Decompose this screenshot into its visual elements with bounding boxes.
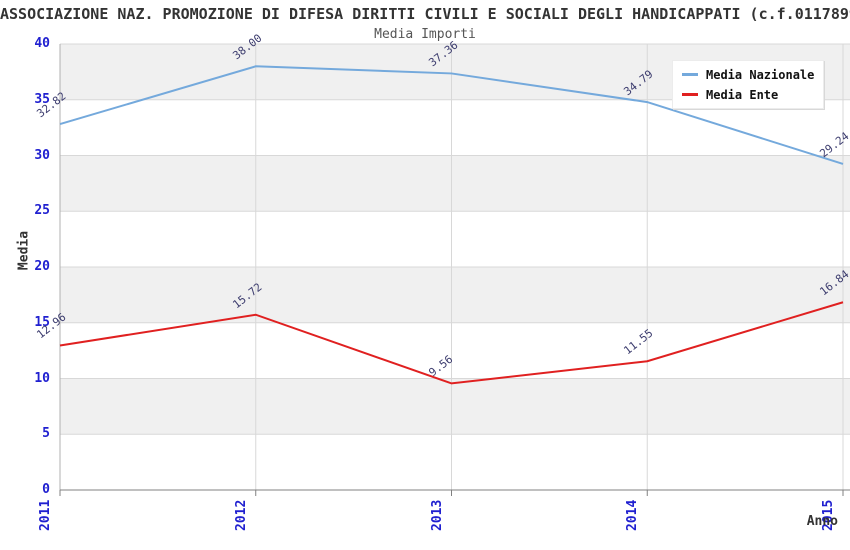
legend-line-swatch-nazionale xyxy=(682,73,698,76)
y-tick-label: 0 xyxy=(42,482,50,497)
plot-band xyxy=(60,434,850,490)
y-tick-label: 15 xyxy=(34,314,50,330)
y-tick-label: 20 xyxy=(34,259,50,274)
page-title: ASSOCIAZIONE NAZ. PROMOZIONE DI DIFESA D… xyxy=(0,5,850,23)
plot-band xyxy=(60,322,850,379)
legend: Media Nazionale Media Ente xyxy=(672,60,825,109)
x-tick-label: 2011 xyxy=(38,499,53,531)
legend-label-ente: Media Ente xyxy=(706,87,779,102)
x-axis-title: Anno xyxy=(806,514,838,529)
y-axis-title: Media xyxy=(16,230,32,271)
x-tick-label: 2014 xyxy=(625,499,641,531)
legend-item-nazionale: Media Nazionale xyxy=(682,66,814,83)
y-tick-label: 25 xyxy=(34,203,50,219)
chart-subtitle: Media Importi xyxy=(374,27,476,42)
series-line-ente xyxy=(59,301,844,385)
y-tick-label: 5 xyxy=(42,426,50,442)
y-tick-label: 10 xyxy=(34,370,50,386)
series-line-nazionale xyxy=(59,65,844,165)
x-tick-label: 2013 xyxy=(429,499,445,531)
plot-band xyxy=(60,211,850,267)
plot-band xyxy=(60,267,850,323)
x-tick-label: 2012 xyxy=(233,499,249,531)
plot-band xyxy=(60,99,850,156)
plot-band xyxy=(60,155,850,212)
y-tick-label: 35 xyxy=(34,91,50,107)
legend-label-nazionale: Media Nazionale xyxy=(706,67,815,82)
legend-item-ente: Media Ente xyxy=(682,86,814,103)
y-tick-label: 40 xyxy=(34,36,50,51)
legend-line-swatch-ente xyxy=(682,93,698,96)
y-tick-label: 30 xyxy=(34,147,50,163)
plot-band xyxy=(60,378,850,435)
